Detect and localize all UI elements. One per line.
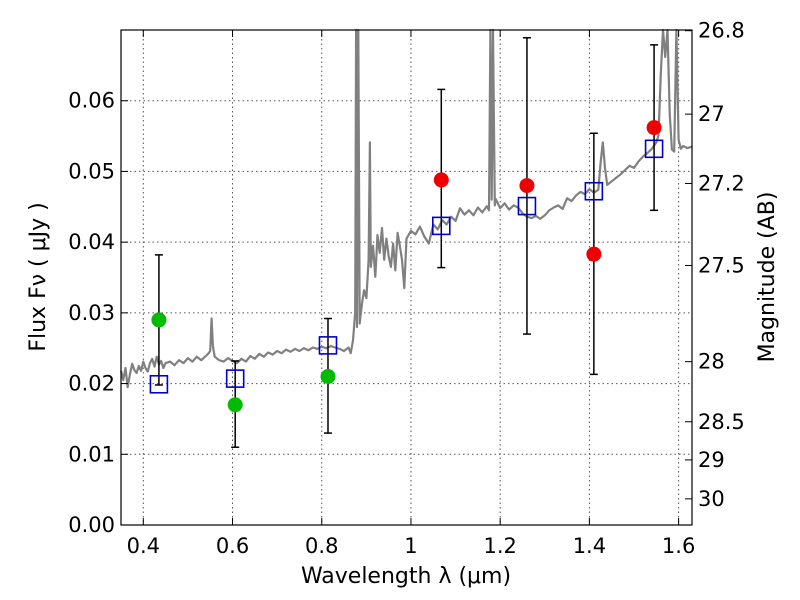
x-tick-label: 0.4: [127, 534, 160, 558]
right-tick-label: 27.5: [698, 253, 745, 277]
right-tick-label: 30: [698, 487, 725, 511]
x-tick-label: 1.2: [483, 534, 516, 558]
data-point-square: [644, 139, 664, 159]
y-tick-label: 0.05: [68, 159, 115, 183]
right-axis-ticks: 26.8 27 27.2 27.5 28 28.5 29 30: [685, 19, 745, 511]
right-axis-label: Magnitude (AB): [755, 192, 780, 363]
data-point-circle: [227, 397, 243, 413]
x-tick-label: 1.4: [573, 534, 606, 558]
y-axis-ticks: 0.00 0.01 0.02 0.03 0.04 0.05 0.06: [68, 89, 128, 537]
data-point-square: [318, 336, 338, 355]
right-tick-label: 28: [698, 350, 725, 374]
x-tick-label: 0.8: [305, 534, 338, 558]
data-points-layer: [149, 120, 664, 413]
y-tick-label: 0.01: [68, 442, 115, 466]
right-tick-label: 26.8: [698, 19, 745, 43]
y-tick-label: 0.04: [68, 230, 115, 254]
data-point-circle: [646, 120, 662, 136]
right-tick-label: 29: [698, 448, 725, 472]
x-axis-ticks: 0.4 0.6 0.8 1 1.2 1.4 1.6: [127, 30, 695, 558]
data-point-circle: [320, 369, 336, 384]
right-tick-label: 27: [698, 102, 725, 126]
data-point-circle: [433, 172, 449, 188]
y-axis-label: Flux Fν ( μJy ): [26, 202, 51, 351]
data-point-square: [149, 374, 169, 394]
y-tick-label: 0.00: [68, 513, 115, 537]
right-tick-label: 27.2: [698, 171, 745, 195]
sed-spectrum-line: [119, 28, 693, 389]
y-tick-label: 0.03: [68, 301, 115, 325]
data-point-square: [225, 369, 245, 388]
sed-spectrum-layer: [119, 28, 693, 389]
x-tick-label: 0.6: [216, 534, 249, 558]
data-point-square: [517, 196, 537, 216]
data-point-circle: [586, 246, 602, 262]
plot-frame: [120, 29, 693, 526]
data-point-square: [584, 181, 604, 201]
x-tick-label: 1.6: [662, 534, 695, 558]
x-tick-label: 1: [404, 534, 417, 558]
data-point-circle: [519, 178, 535, 194]
x-axis-label: Wavelength λ (μm): [301, 564, 511, 589]
y-tick-label: 0.02: [68, 372, 115, 396]
data-point-circle: [151, 312, 167, 328]
grid: [121, 30, 692, 525]
data-point-square: [431, 216, 451, 236]
y-tick-label: 0.06: [68, 89, 115, 113]
right-tick-label: 28.5: [698, 410, 745, 434]
